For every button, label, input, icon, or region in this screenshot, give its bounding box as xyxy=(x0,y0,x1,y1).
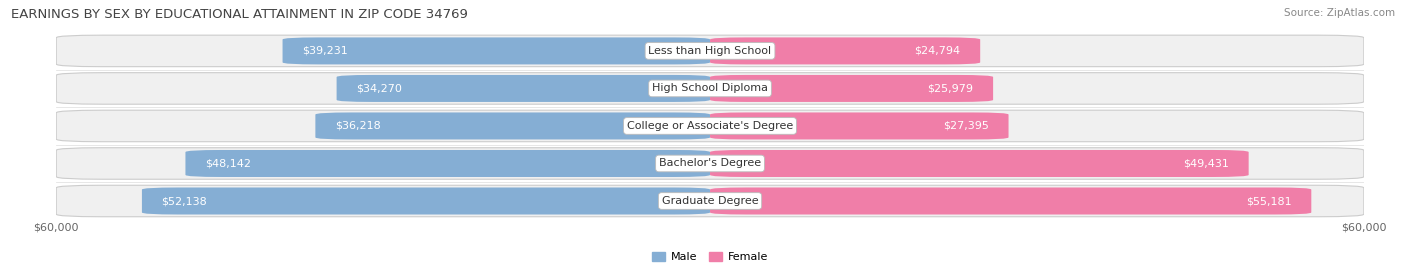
FancyBboxPatch shape xyxy=(283,38,710,64)
Text: $24,794: $24,794 xyxy=(914,46,960,56)
FancyBboxPatch shape xyxy=(710,113,1008,139)
FancyBboxPatch shape xyxy=(710,150,1249,177)
Text: $39,231: $39,231 xyxy=(302,46,347,56)
Text: $49,431: $49,431 xyxy=(1184,158,1229,169)
FancyBboxPatch shape xyxy=(56,73,1364,104)
Text: $52,138: $52,138 xyxy=(162,196,207,206)
FancyBboxPatch shape xyxy=(56,35,1364,67)
Text: EARNINGS BY SEX BY EDUCATIONAL ATTAINMENT IN ZIP CODE 34769: EARNINGS BY SEX BY EDUCATIONAL ATTAINMEN… xyxy=(11,8,468,21)
Legend: Male, Female: Male, Female xyxy=(648,247,772,267)
FancyBboxPatch shape xyxy=(315,113,710,139)
Text: Bachelor's Degree: Bachelor's Degree xyxy=(659,158,761,169)
FancyBboxPatch shape xyxy=(710,38,980,64)
Text: $34,270: $34,270 xyxy=(356,83,402,94)
Text: Graduate Degree: Graduate Degree xyxy=(662,196,758,206)
FancyBboxPatch shape xyxy=(56,148,1364,179)
FancyBboxPatch shape xyxy=(186,150,710,177)
Text: $27,395: $27,395 xyxy=(943,121,988,131)
FancyBboxPatch shape xyxy=(710,75,993,102)
Text: Source: ZipAtlas.com: Source: ZipAtlas.com xyxy=(1284,8,1395,18)
FancyBboxPatch shape xyxy=(56,110,1364,142)
Text: High School Diploma: High School Diploma xyxy=(652,83,768,94)
Text: Less than High School: Less than High School xyxy=(648,46,772,56)
FancyBboxPatch shape xyxy=(142,188,710,214)
FancyBboxPatch shape xyxy=(710,188,1312,214)
Text: $48,142: $48,142 xyxy=(205,158,252,169)
Text: $25,979: $25,979 xyxy=(928,83,973,94)
Text: College or Associate's Degree: College or Associate's Degree xyxy=(627,121,793,131)
Text: $36,218: $36,218 xyxy=(335,121,381,131)
Text: $55,181: $55,181 xyxy=(1246,196,1292,206)
FancyBboxPatch shape xyxy=(336,75,710,102)
FancyBboxPatch shape xyxy=(56,185,1364,217)
